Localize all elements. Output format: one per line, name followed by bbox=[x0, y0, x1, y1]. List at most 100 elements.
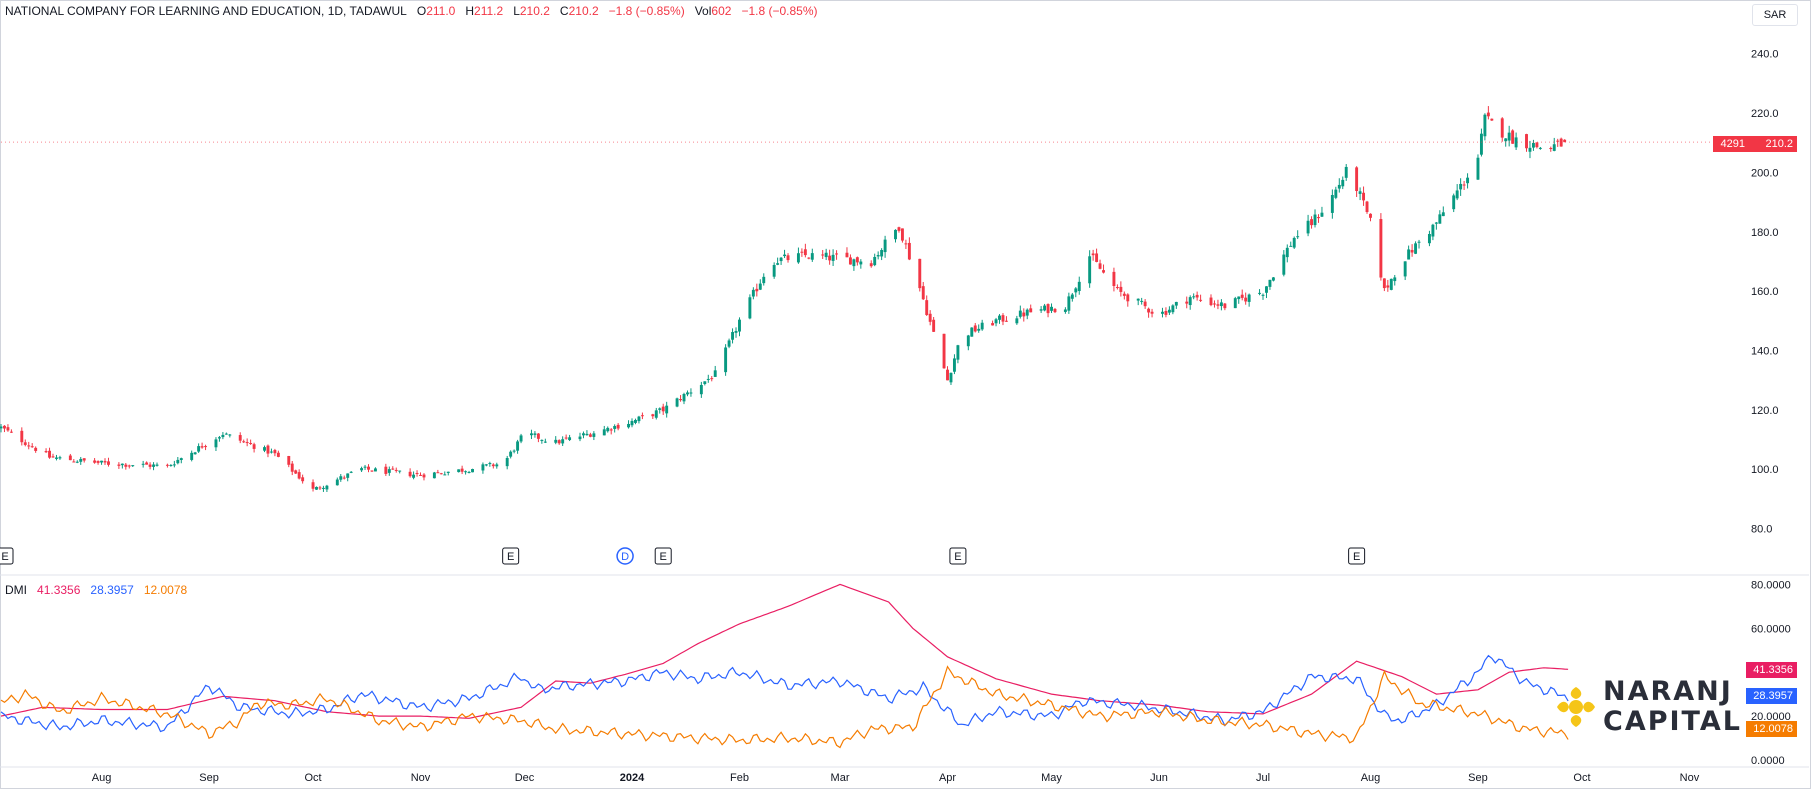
candle-body bbox=[554, 439, 558, 443]
candle-body bbox=[363, 466, 367, 468]
symbol-legend: NATIONAL COMPANY FOR LEARNING AND EDUCAT… bbox=[5, 4, 818, 18]
candle-body bbox=[637, 416, 641, 422]
candle-body bbox=[432, 472, 436, 479]
earnings-marker[interactable] bbox=[949, 547, 967, 565]
price-tick-label: 80.0 bbox=[1751, 523, 1772, 535]
candle-body bbox=[942, 333, 946, 369]
candle-body bbox=[561, 439, 565, 444]
candle-body bbox=[1143, 301, 1147, 307]
candle-body bbox=[443, 474, 447, 476]
candle-body bbox=[75, 461, 79, 463]
time-tick-label: Jun bbox=[1150, 772, 1168, 784]
time-tick-label: Nov bbox=[1680, 772, 1700, 784]
candle-body bbox=[505, 458, 509, 467]
candle-body bbox=[169, 464, 173, 466]
vol-value: 602 bbox=[711, 4, 732, 18]
candle-body bbox=[1271, 277, 1275, 281]
dmi-adx-value: 41.3356 bbox=[37, 583, 81, 597]
candle-body bbox=[824, 252, 828, 258]
candle-body bbox=[991, 323, 995, 326]
candle-body bbox=[55, 457, 58, 459]
dmi-series-adx bbox=[0, 583, 1569, 719]
low-value: 210.2 bbox=[519, 4, 550, 18]
time-tick-label: Oct bbox=[304, 772, 321, 784]
candle-body bbox=[287, 456, 291, 465]
candle-body bbox=[200, 446, 204, 448]
price-tick-label: 220.0 bbox=[1751, 108, 1779, 120]
candle-body bbox=[190, 452, 194, 460]
candle-body bbox=[1504, 138, 1508, 142]
candle-body bbox=[294, 470, 298, 474]
time-tick-label: Sep bbox=[199, 772, 219, 784]
symbol-code-badge: 4291 bbox=[1713, 136, 1749, 152]
candle-body bbox=[810, 253, 814, 260]
candle-body bbox=[214, 439, 218, 448]
candle-body bbox=[1240, 294, 1244, 298]
earnings-marker-label: E bbox=[507, 551, 514, 563]
time-tick-label: Oct bbox=[1573, 772, 1590, 784]
dmi-minus-di-value: 12.0078 bbox=[143, 583, 188, 597]
earnings-marker[interactable] bbox=[0, 547, 14, 565]
candle-body bbox=[311, 482, 315, 489]
candle-body bbox=[772, 264, 776, 277]
candle-body bbox=[1549, 148, 1553, 150]
currency-button[interactable]: SAR bbox=[1752, 4, 1798, 26]
candle-body bbox=[44, 451, 48, 453]
candle-body bbox=[786, 255, 790, 261]
candle-body bbox=[900, 228, 904, 241]
earnings-marker[interactable] bbox=[654, 547, 672, 565]
candle-body bbox=[419, 474, 422, 476]
candle-body bbox=[297, 472, 301, 479]
candle-body bbox=[1358, 191, 1362, 194]
price-axis[interactable]: 80.0 100.0 120.0 140.0 160.0 180.0 200.0 220.0 2… bbox=[0, 49, 1809, 576]
candle-body bbox=[321, 487, 325, 489]
open-label: O bbox=[416, 4, 427, 18]
candle-body bbox=[977, 328, 981, 331]
candle-body bbox=[1379, 219, 1383, 278]
candle-body bbox=[48, 450, 51, 458]
candle-body bbox=[1479, 133, 1483, 155]
price-tick-label: 180.0 bbox=[1751, 227, 1779, 239]
candle-body bbox=[873, 256, 877, 266]
candle-body bbox=[831, 254, 835, 261]
candle-body bbox=[1459, 183, 1463, 190]
candle-body bbox=[1150, 311, 1154, 314]
candle-body bbox=[100, 460, 104, 463]
candle-body bbox=[1070, 294, 1074, 299]
candle-body bbox=[436, 472, 440, 474]
candle-body bbox=[925, 300, 929, 315]
candle-body bbox=[217, 437, 221, 439]
price-tick-label: 240.0 bbox=[1751, 49, 1779, 61]
candle-body bbox=[706, 378, 710, 380]
candle-body bbox=[155, 464, 159, 466]
earnings-marker[interactable] bbox=[502, 547, 520, 565]
candle-body bbox=[869, 263, 873, 267]
candle-body bbox=[675, 398, 679, 407]
candle-body bbox=[82, 458, 86, 461]
candle-body bbox=[1022, 312, 1026, 317]
dmi-legend[interactable]: DMI 41.3356 28.3957 12.0078 bbox=[5, 583, 187, 597]
candle-body bbox=[661, 406, 665, 412]
candle-body bbox=[1219, 302, 1223, 307]
candle-body bbox=[370, 470, 374, 472]
candle-body bbox=[152, 464, 156, 467]
candle-body bbox=[1462, 184, 1466, 186]
candle-body bbox=[1209, 297, 1213, 306]
earnings-marker[interactable] bbox=[1348, 547, 1366, 565]
time-axis[interactable]: Aug Sep Oct Nov Dec 2024 Feb Mar Apr May Jun Jul Aug… bbox=[0, 766, 1809, 784]
candle-body bbox=[1386, 285, 1390, 288]
candle-body bbox=[1362, 192, 1366, 201]
low-label: L bbox=[513, 4, 520, 18]
dmi-plus-di-value: 28.3957 bbox=[90, 583, 134, 597]
candle-body bbox=[897, 227, 901, 231]
candle-body bbox=[1140, 300, 1144, 302]
dmi-tick-label: 0.0000 bbox=[1751, 755, 1785, 767]
time-tick-label: Feb bbox=[730, 772, 749, 784]
time-tick-label: Dec bbox=[515, 772, 535, 784]
open-value: 211.0 bbox=[426, 4, 456, 18]
candle-body bbox=[835, 253, 839, 255]
candle-body bbox=[495, 464, 499, 467]
dividend-marker[interactable] bbox=[616, 547, 634, 565]
